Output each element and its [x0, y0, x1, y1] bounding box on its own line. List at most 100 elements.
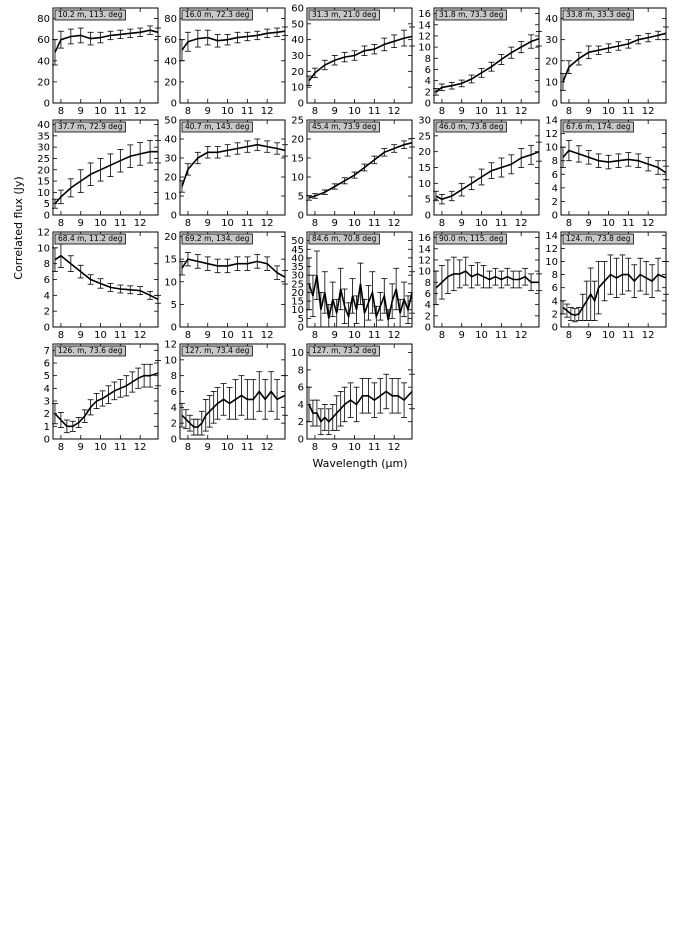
panel-frame — [179, 231, 286, 328]
x-tick-label: 11 — [368, 442, 381, 453]
y-tick-label: 4 — [425, 76, 431, 87]
panel-label: 68.4 m, 11.2 deg — [58, 234, 123, 243]
y-tick-label: 10 — [291, 173, 304, 184]
panel-3: 8 9 10 11 12 0 10 20 30 40 50 60 31.3 m, 21.0 deg — [291, 4, 415, 117]
y-tick-label: 10 — [418, 267, 431, 278]
x-tick-label: 12 — [515, 218, 528, 229]
x-tick-label: 12 — [134, 218, 147, 229]
panel-label-box — [181, 9, 253, 21]
x-tick-label: 8 — [566, 330, 572, 341]
x-tick-label: 9 — [78, 218, 84, 229]
y-tick-label: 2 — [44, 307, 50, 318]
y-tick-label: 0 — [44, 435, 50, 446]
data-line — [308, 35, 413, 82]
y-tick-label: 50 — [291, 19, 304, 30]
y-tick-label: 4 — [44, 384, 50, 395]
y-tick-label: 5 — [171, 300, 177, 311]
y-tick-label: 5 — [298, 314, 304, 325]
y-tick-label: 25 — [291, 116, 304, 127]
y-tick-label: 10 — [545, 257, 558, 268]
x-tick-label: 8 — [566, 218, 572, 229]
y-tick-label: 6 — [44, 275, 50, 286]
y-tick-label: 2 — [425, 87, 431, 98]
panel-1: 8 9 10 11 12 0 20 40 60 80 10.2 m, 113. deg — [37, 7, 161, 117]
y-tick-label: 0 — [171, 99, 177, 110]
panel-7: 8 9 10 11 12 0 10 20 30 40 50 40.7 m, 143. deg — [164, 116, 288, 229]
y-tick-label: 14 — [545, 116, 558, 127]
panel-label-box — [181, 121, 253, 133]
x-tick-label: 8 — [185, 106, 191, 117]
x-tick-label: 11 — [241, 442, 254, 453]
y-tick-label: 10 — [164, 277, 177, 288]
x-tick-label: 8 — [185, 442, 191, 453]
y-tick-label: 6 — [552, 170, 558, 181]
x-tick-label: 11 — [114, 106, 127, 117]
x-tick-label: 12 — [261, 106, 274, 117]
y-tick-label: 20 — [545, 56, 558, 67]
data-line — [181, 258, 286, 278]
x-tick-label: 11 — [241, 330, 254, 341]
x-tick-label: 10 — [475, 106, 488, 117]
x-tick-label: 10 — [348, 218, 361, 229]
y-tick-label: 30 — [37, 143, 50, 154]
x-tick-label: 12 — [134, 442, 147, 453]
y-tick-label: 2 — [44, 409, 50, 420]
panel-label: 10.2 m, 113. deg — [58, 10, 123, 19]
data-line — [435, 37, 540, 93]
x-tick-label: 12 — [515, 330, 528, 341]
panel-label-box — [435, 121, 507, 133]
y-tick-label: 0 — [171, 211, 177, 222]
y-tick-label: 10 — [164, 192, 177, 203]
y-tick-label: 20 — [37, 165, 50, 176]
panel-label-box — [54, 9, 126, 21]
y-tick-label: 8 — [425, 54, 431, 65]
x-tick-label: 11 — [368, 218, 381, 229]
panel-frame — [52, 343, 159, 440]
panel-frame — [179, 7, 286, 104]
panel-11: 8 9 10 11 12 0 2 4 6 8 10 12 68.4 m, 11.2 deg — [37, 228, 161, 341]
panel-frame — [179, 343, 286, 440]
x-tick-label: 8 — [439, 330, 445, 341]
panel-frame — [560, 119, 667, 216]
y-tick-label: 80 — [37, 14, 50, 25]
panel-18: 8 9 10 11 12 0 2 4 6 8 10 127. m, 73.2 deg — [291, 343, 415, 453]
y-tick-label: 12 — [418, 255, 431, 266]
y-tick-label: 35 — [37, 131, 50, 142]
panel-label-box — [435, 9, 507, 21]
x-tick-label: 9 — [459, 218, 465, 229]
x-tick-label: 9 — [459, 330, 465, 341]
data-line — [308, 275, 413, 321]
panel-frame — [52, 231, 159, 328]
x-tick-label: 8 — [185, 330, 191, 341]
x-tick-label: 12 — [642, 106, 655, 117]
data-line — [562, 32, 667, 83]
x-tick-label: 9 — [586, 330, 592, 341]
x-tick-label: 11 — [622, 106, 635, 117]
y-tick-label: 0 — [552, 99, 558, 110]
panel-10: 8 9 10 11 12 0 2 4 6 8 10 12 14 67.6 m, 174. deg — [545, 116, 669, 229]
x-tick-label: 10 — [348, 442, 361, 453]
panel-label-box — [435, 233, 507, 245]
y-tick-label: 12 — [545, 129, 558, 140]
y-tick-label: 80 — [164, 14, 177, 25]
x-tick-label: 9 — [332, 106, 338, 117]
y-tick-label: 6 — [44, 359, 50, 370]
y-tick-label: 10 — [545, 77, 558, 88]
x-tick-label: 11 — [622, 330, 635, 341]
data-line — [54, 29, 159, 53]
x-tick-label: 10 — [475, 330, 488, 341]
panel-label-box — [562, 9, 634, 21]
y-tick-label: 40 — [291, 253, 304, 264]
panel-label-box — [54, 345, 126, 357]
y-tick-label: 12 — [37, 228, 50, 239]
data-line — [308, 390, 413, 424]
y-tick-label: 25 — [291, 279, 304, 290]
data-line — [562, 273, 667, 317]
panel-label: 126. m, 73.6 deg — [58, 346, 123, 355]
x-tick-label: 8 — [312, 442, 318, 453]
x-tick-label: 12 — [388, 106, 401, 117]
panel-label-box — [562, 121, 634, 133]
